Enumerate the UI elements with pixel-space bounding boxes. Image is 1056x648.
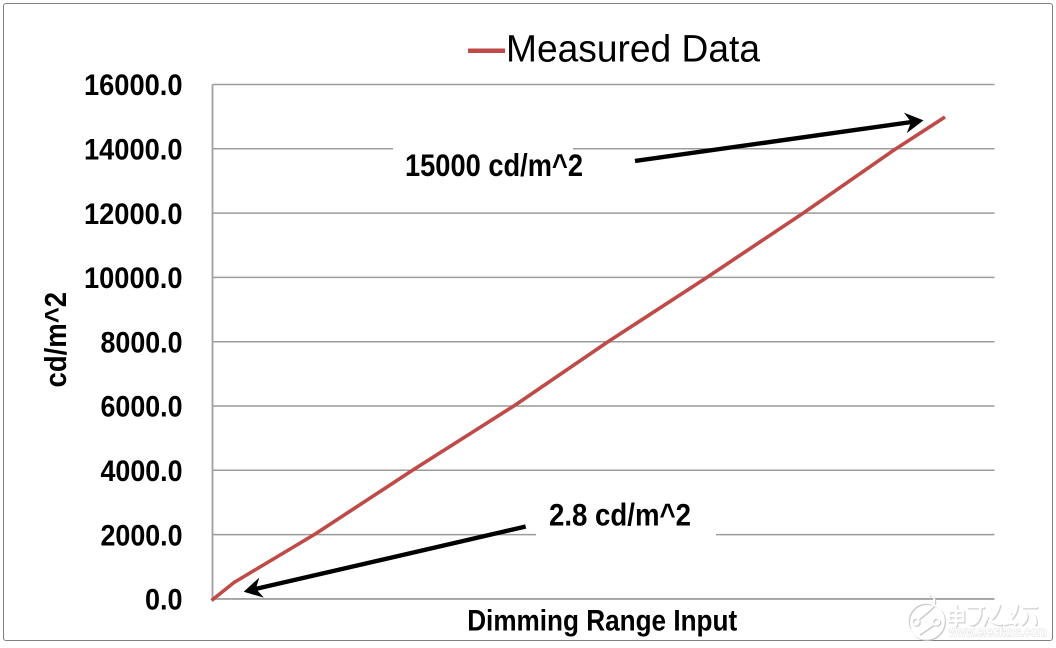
svg-text:2.8 cd/m^2: 2.8 cd/m^2 xyxy=(549,497,691,533)
svg-text:16000.0: 16000.0 xyxy=(84,69,183,102)
svg-text:Measured Data: Measured Data xyxy=(506,29,761,71)
svg-text:12000.0: 12000.0 xyxy=(84,198,183,231)
svg-text:cd/m^2: cd/m^2 xyxy=(38,292,73,388)
svg-text:4000.0: 4000.0 xyxy=(101,455,183,488)
svg-text:0.0: 0.0 xyxy=(145,583,183,616)
svg-text:www.elecfans.com: www.elecfans.com xyxy=(948,625,1047,640)
svg-text:2000.0: 2000.0 xyxy=(101,519,183,552)
svg-text:10000.0: 10000.0 xyxy=(84,262,183,295)
svg-text:15000 cd/m^2: 15000 cd/m^2 xyxy=(405,147,583,183)
svg-text:Dimming Range Input: Dimming Range Input xyxy=(467,605,737,638)
svg-text:14000.0: 14000.0 xyxy=(84,134,183,167)
svg-text:8000.0: 8000.0 xyxy=(101,326,183,359)
svg-text:6000.0: 6000.0 xyxy=(101,391,183,424)
